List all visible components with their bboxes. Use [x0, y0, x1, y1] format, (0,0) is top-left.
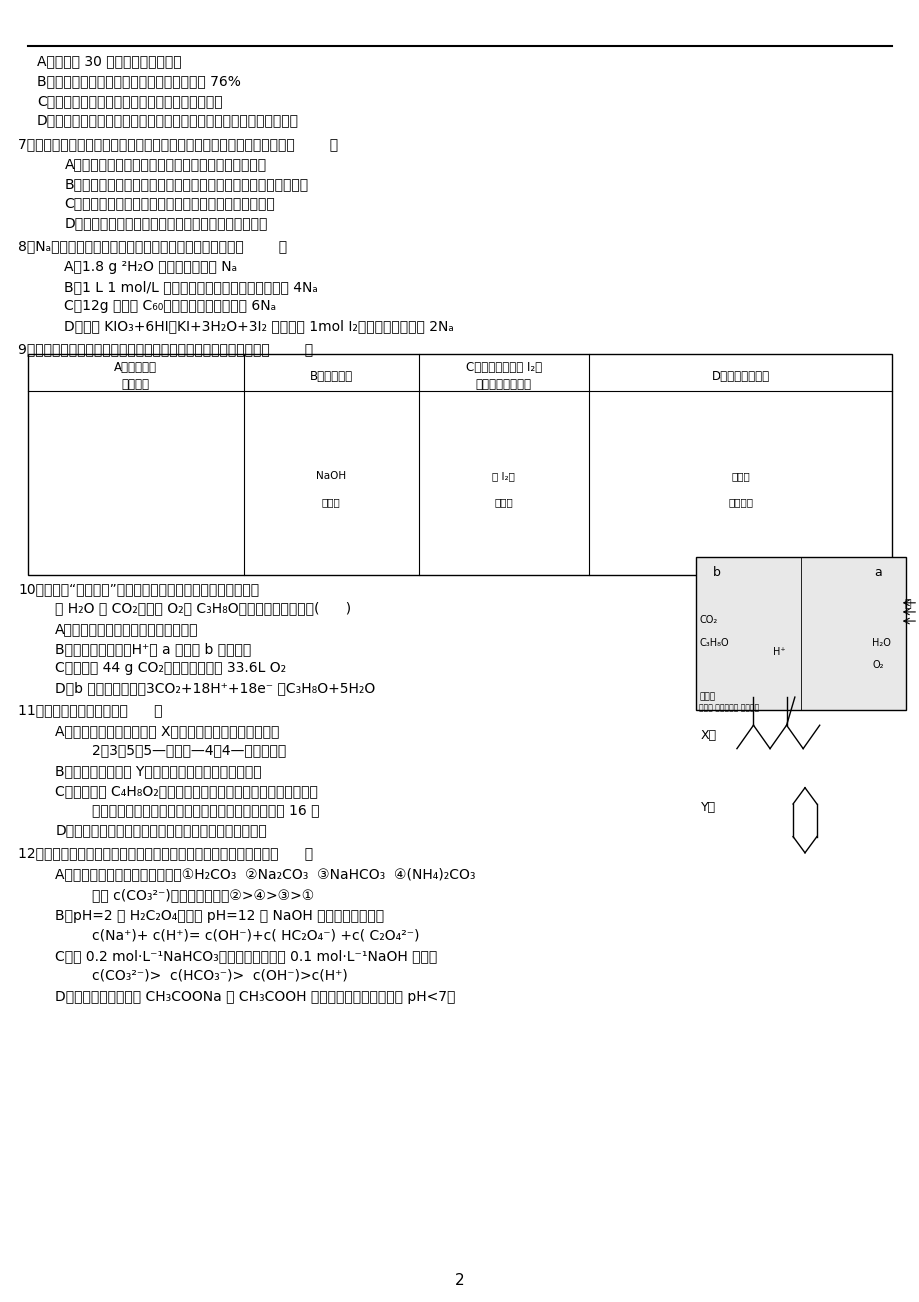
Text: X：: X：: [700, 729, 717, 742]
Text: D．可用蔸浓盐酸的棉棒检验输送氨气的管道是否漏气: D．可用蔸浓盐酸的棉棒检验输送氨气的管道是否漏气: [64, 216, 267, 230]
Text: C₃H₈O: C₃H₈O: [698, 638, 728, 648]
Text: O₂: O₂: [871, 660, 882, 671]
Text: D．常温下，同浓度的 CH₃COONa 与 CH₃COOH 溶液等体积混合，溶液的 pH<7：: D．常温下，同浓度的 CH₃COONa 与 CH₃COOH 溶液等体积混合，溶液…: [55, 990, 455, 1004]
Text: 其中 c(CO₃²⁻)的大小关系为：②>④>③>①: 其中 c(CO₃²⁻)的大小关系为：②>④>③>①: [92, 888, 314, 902]
Text: 10．某模拟“人工树叶”电化学实验装置如右图所示，该装置能: 10．某模拟“人工树叶”电化学实验装置如右图所示，该装置能: [18, 582, 259, 596]
FancyBboxPatch shape: [28, 354, 891, 575]
Text: A．等物质的量浓度的下列溶液：①H₂CO₃  ②Na₂CO₃  ③NaHCO₃  ④(NH₄)₂CO₃: A．等物质的量浓度的下列溶液：①H₂CO₃ ②Na₂CO₃ ③NaHCO₃ ④(…: [55, 867, 475, 881]
Text: A．生活中常用的塑料制品及橡胶制品都为高分子材料: A．生活中常用的塑料制品及橡胶制品都为高分子材料: [64, 158, 267, 172]
Text: C．12g 石墨和 C₆₀的混合物中质子总数为 6Nₐ: C．12g 石墨和 C₆₀的混合物中质子总数为 6Nₐ: [64, 299, 277, 314]
Text: a: a: [873, 566, 880, 579]
Text: B．环己烯与化合物 Y（键线式结构见右）互为同系物: B．环己烯与化合物 Y（键线式结构见右）互为同系物: [55, 764, 262, 779]
Text: D．等物质的量的苯和苯甲酸完全燃烧消耗氧气的量相等: D．等物质的量的苯和苯甲酸完全燃烧消耗氧气的量相等: [55, 823, 267, 837]
Text: A．海水蒸馏: A．海水蒸馏: [114, 361, 157, 374]
Text: C．每还原 44 g CO₂，理论上可生成 33.6L O₂: C．每还原 44 g CO₂，理论上可生成 33.6L O₂: [55, 661, 286, 676]
Text: C．分子式为 C₄H₈O₂的有机物在酸性条件下可水解为酸和醇，若: C．分子式为 C₄H₈O₂的有机物在酸性条件下可水解为酸和醇，若: [55, 784, 318, 798]
Text: H₂O: H₂O: [871, 638, 891, 648]
Text: 将 H₂O 和 CO₂转化为 O₂和 C₃H₈O。下列说法错误的是(      ): 将 H₂O 和 CO₂转化为 O₂和 C₃H₈O。下列说法错误的是( ): [55, 602, 351, 616]
Text: 得到淡水: 得到淡水: [121, 378, 150, 391]
Text: 电化学: 电化学: [698, 693, 715, 702]
Text: NaOH: NaOH: [316, 471, 346, 482]
Text: 8．Nₐ表示阿伏加德罗常数的値，下列有关说法正确的是（        ）: 8．Nₐ表示阿伏加德罗常数的値，下列有关说法正确的是（ ）: [18, 240, 288, 254]
Text: D．b 电极的反应为：3CO₂+18H⁺+18e⁻ ＝C₃H₈O+5H₂O: D．b 电极的反应为：3CO₂+18H⁺+18e⁻ ＝C₃H₈O+5H₂O: [55, 681, 375, 695]
Text: 7．化学与科学、技术、社会、环境密切相关。下列有关说法中错误的是（        ）: 7．化学与科学、技术、社会、环境密切相关。下列有关说法中错误的是（ ）: [18, 137, 338, 151]
Text: 12．下列有关电解质溶液中粒子的物质的量浓度大小关系正确的是（      ）: 12．下列有关电解质溶液中粒子的物质的量浓度大小关系正确的是（ ）: [18, 846, 313, 861]
Text: B．1 L 1 mol/L 的甲醇水溶液中含有氢原子总数为 4Nₐ: B．1 L 1 mol/L 的甲醇水溶液中含有氢原子总数为 4Nₐ: [64, 280, 318, 294]
Text: B．向牛奶中加入果汁会产生沉淠，这是因为酸碱发生了中和反应: B．向牛奶中加入果汁会产生沉淠，这是因为酸碱发生了中和反应: [64, 177, 308, 191]
Text: 将所有可能得到的醇和酸重新酵化，可形成的酵共有 16 种: 将所有可能得到的醇和酸重新酵化，可形成的酵共有 16 种: [92, 803, 319, 818]
Text: b: b: [712, 566, 720, 579]
Text: 2: 2: [455, 1273, 464, 1289]
Text: 馀和溶液: 馀和溶液: [727, 497, 753, 508]
Text: D．反应 KIO₃+6HI＝KI+3H₂O+3I₂ 中，生成 1mol I₂转移电子的总数为 2Nₐ: D．反应 KIO₃+6HI＝KI+3H₂O+3I₂ 中，生成 1mol I₂转移…: [64, 319, 454, 333]
Text: B．中和滴定: B．中和滴定: [310, 370, 352, 383]
Text: c(CO₃²⁻)>  c(HCO₃⁻)>  c(OH⁻)>c(H⁺): c(CO₃²⁻)> c(HCO₃⁻)> c(OH⁻)>c(H⁺): [92, 969, 347, 983]
Text: 催化墙 质子交换膜 光催化墙: 催化墙 质子交换膜 光催化墙: [698, 703, 758, 712]
Text: 光: 光: [903, 599, 910, 609]
Text: A．该装置将光能和电能转化为化学能: A．该装置将光能和电能转化为化学能: [55, 622, 199, 637]
Text: A．按系统命名法，化合物 X（键线式结构见右）的名称是: A．按系统命名法，化合物 X（键线式结构见右）的名称是: [55, 724, 279, 738]
Text: H⁺: H⁺: [772, 647, 785, 658]
Text: 分出水层后的操作: 分出水层后的操作: [475, 378, 531, 391]
Text: 含 I₂的: 含 I₂的: [492, 471, 515, 482]
Text: A．该林区 30 年间发生了次生演替: A．该林区 30 年间发生了次生演替: [37, 55, 181, 69]
Text: A．1.8 g ²H₂O 所含中子总数为 Nₐ: A．1.8 g ²H₂O 所含中子总数为 Nₐ: [64, 260, 237, 275]
Text: D．制备乙酸乙酵: D．制备乙酸乙酵: [710, 370, 769, 383]
Text: c(Na⁺)+ c(H⁺)= c(OH⁻)+c( HC₂O₄⁻) +c( C₂O₄²⁻): c(Na⁺)+ c(H⁺)= c(OH⁻)+c( HC₂O₄⁻) +c( C₂O…: [92, 928, 419, 943]
Text: 待测液: 待测液: [322, 497, 340, 508]
Text: 苯溶液: 苯溶液: [494, 497, 513, 508]
Text: 碳酸钙: 碳酸钙: [731, 471, 749, 482]
Text: C．向 0.2 mol·L⁻¹NaHCO₃溶液中加入等体积 0.1 mol·L⁻¹NaOH 溶液：: C．向 0.2 mol·L⁻¹NaHCO₃溶液中加入等体积 0.1 mol·L⁻…: [55, 949, 437, 963]
Text: B．该装置工作时，H⁺从 a 极区向 b 极区迁移: B．该装置工作时，H⁺从 a 极区向 b 极区迁移: [55, 642, 251, 656]
Text: D．研究该林区的范围和边界、种群间的关系，属于群落水平上的研究: D．研究该林区的范围和边界、种群间的关系，属于群落水平上的研究: [37, 113, 299, 128]
Text: B．该植物原种群中能稳定遗传的植株比例为 76%: B．该植物原种群中能稳定遗传的植株比例为 76%: [37, 74, 241, 89]
Text: 11．下列说法中正确的是（      ）: 11．下列说法中正确的是（ ）: [18, 703, 163, 717]
Text: B．pH=2 的 H₂C₂O₄溶液与 pH=12 的 NaOH 溶液等体积混合：: B．pH=2 的 H₂C₂O₄溶液与 pH=12 的 NaOH 溶液等体积混合：: [55, 909, 384, 923]
Text: 2，3，5，5—四甲基—4，4—二乙基己烷: 2，3，5，5—四甲基—4，4—二乙基己烷: [92, 743, 286, 758]
Text: 9．下列选项中，为完成相应实验，所用仗器或相关操作合理的是（        ）: 9．下列选项中，为完成相应实验，所用仗器或相关操作合理的是（ ）: [18, 342, 313, 357]
Text: Y：: Y：: [700, 801, 715, 814]
FancyBboxPatch shape: [696, 557, 905, 710]
Text: C．苯萌取碹水中 I₂，: C．苯萌取碹水中 I₂，: [465, 361, 541, 374]
Text: CO₂: CO₂: [698, 615, 717, 625]
Text: C．节日焰火是某些金属元素焰色反应所呈现出来的色彩: C．节日焰火是某些金属元素焰色反应所呈现出来的色彩: [64, 197, 275, 211]
Text: C．原种群中阔叶基因的频率高于窄叶基因的频率: C．原种群中阔叶基因的频率高于窄叶基因的频率: [37, 94, 222, 108]
